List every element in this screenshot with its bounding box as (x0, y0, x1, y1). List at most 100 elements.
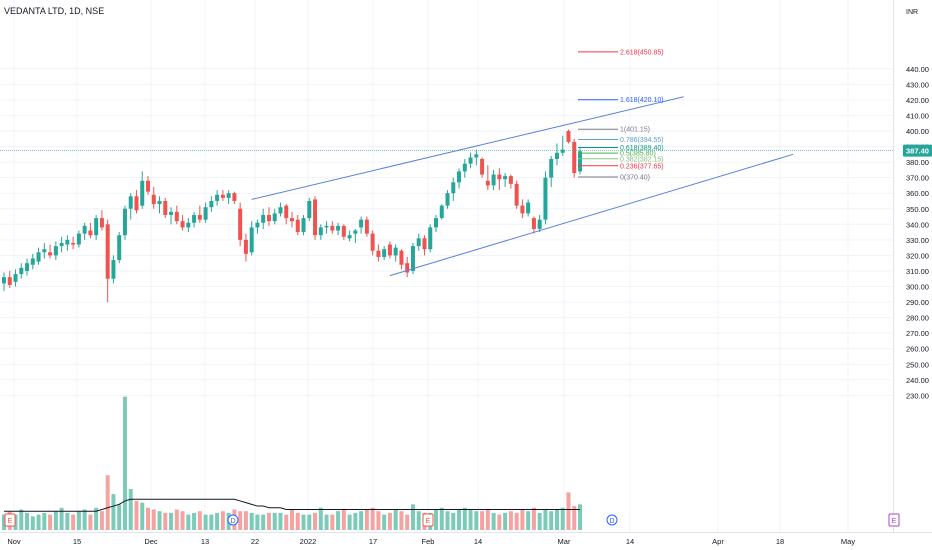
candle[interactable] (514, 180, 519, 209)
candle[interactable] (399, 249, 404, 270)
candle[interactable] (122, 205, 127, 240)
fib-level[interactable]: 2.618(450.85) (578, 49, 664, 56)
candle[interactable] (238, 202, 243, 247)
symbol-title[interactable]: VEDANTA LTD, 1D, NSE (4, 6, 105, 16)
candle[interactable] (71, 236, 76, 250)
candle[interactable] (65, 235, 70, 251)
candle[interactable] (295, 214, 300, 236)
candle[interactable] (549, 155, 554, 187)
candle[interactable] (7, 270, 12, 289)
drawings[interactable] (0, 96, 893, 277)
candle[interactable] (25, 258, 30, 276)
candle[interactable] (543, 171, 548, 225)
candle[interactable] (572, 138, 577, 178)
candle[interactable] (99, 210, 104, 231)
candle[interactable] (382, 246, 387, 261)
candle[interactable] (330, 221, 335, 234)
candle[interactable] (197, 205, 202, 223)
candle[interactable] (526, 199, 531, 217)
price-axis[interactable]: 440.00430.00420.00410.00400.00390.00380.… (893, 0, 929, 532)
candle[interactable] (226, 190, 231, 205)
candle[interactable] (59, 236, 64, 253)
candle[interactable] (491, 169, 496, 191)
fib-level[interactable]: 0.382(382.15) (578, 156, 664, 163)
candle[interactable] (284, 204, 289, 225)
candle[interactable] (445, 190, 450, 209)
candle[interactable] (359, 216, 364, 234)
candle[interactable] (451, 177, 456, 201)
candle[interactable] (215, 190, 220, 206)
candle[interactable] (36, 247, 41, 265)
candle[interactable] (76, 230, 81, 248)
earnings-marker[interactable]: E (4, 513, 16, 527)
fibonacci-retracement[interactable]: 2.618(450.85) 1.618(420.10) 1(401.15) 0.786… (578, 49, 664, 182)
candle[interactable] (462, 158, 467, 178)
candle[interactable] (497, 168, 502, 191)
candle[interactable] (439, 204, 444, 220)
candle[interactable] (128, 193, 133, 220)
candle[interactable] (151, 186, 156, 209)
candle[interactable] (485, 165, 490, 191)
candle[interactable] (405, 256, 410, 278)
candle[interactable] (169, 207, 174, 225)
time-axis[interactable]: Nov 15 Dec 13 22 2022 17 Feb 14 Mar 14 Apr 18 May (0, 532, 932, 547)
candle[interactable] (53, 241, 58, 261)
candle[interactable] (341, 224, 346, 240)
candle[interactable] (393, 244, 398, 262)
candle[interactable] (376, 244, 381, 262)
candle[interactable] (503, 172, 508, 187)
candle[interactable] (318, 224, 323, 240)
channel-lower-line[interactable] (389, 153, 794, 277)
candle[interactable] (174, 205, 179, 225)
candle[interactable] (301, 214, 306, 236)
candle[interactable] (566, 129, 571, 144)
candle[interactable] (13, 269, 18, 287)
candle[interactable] (146, 176, 150, 195)
candle[interactable] (290, 211, 294, 228)
candle[interactable] (474, 149, 479, 166)
fib-level[interactable]: 0(370.40) (578, 175, 650, 182)
candle[interactable] (117, 232, 122, 264)
candle[interactable] (163, 197, 168, 219)
candle[interactable] (111, 255, 116, 284)
candle[interactable] (324, 221, 329, 234)
candle[interactable] (387, 241, 392, 259)
candle[interactable] (82, 222, 87, 240)
candle[interactable] (428, 224, 433, 253)
candle[interactable] (134, 190, 139, 214)
candle[interactable] (180, 214, 185, 231)
dividend-marker[interactable]: D (606, 514, 618, 526)
candle[interactable] (347, 230, 352, 242)
candle[interactable] (416, 233, 421, 251)
candle[interactable] (2, 272, 6, 292)
candle[interactable] (266, 207, 271, 226)
candle[interactable] (261, 208, 266, 229)
candle[interactable] (531, 216, 536, 234)
candle[interactable] (457, 168, 462, 189)
fib-level[interactable]: 0.786(394.55) (578, 137, 664, 144)
candle[interactable] (88, 222, 93, 239)
candle[interactable] (434, 214, 438, 233)
channel-upper-line[interactable] (251, 96, 684, 200)
candle[interactable] (186, 218, 191, 233)
candle[interactable] (243, 233, 248, 262)
candle[interactable] (578, 148, 582, 175)
candle[interactable] (560, 135, 565, 156)
fib-level[interactable]: 0.236(377.65) (578, 163, 664, 170)
candle[interactable] (520, 199, 525, 219)
candle[interactable] (19, 263, 24, 279)
candle[interactable] (30, 253, 35, 270)
candle[interactable] (272, 208, 277, 225)
candle[interactable] (422, 235, 427, 256)
candle[interactable] (313, 196, 318, 240)
fib-level[interactable]: 1.618(420.10) (578, 97, 664, 104)
candle[interactable] (140, 171, 145, 209)
fib-level[interactable]: 1(401.15) (578, 127, 650, 134)
earnings-marker[interactable]: E (422, 513, 434, 527)
candle[interactable] (232, 191, 237, 205)
candle[interactable] (336, 222, 341, 236)
candle[interactable] (554, 143, 559, 166)
candle[interactable] (157, 196, 162, 214)
